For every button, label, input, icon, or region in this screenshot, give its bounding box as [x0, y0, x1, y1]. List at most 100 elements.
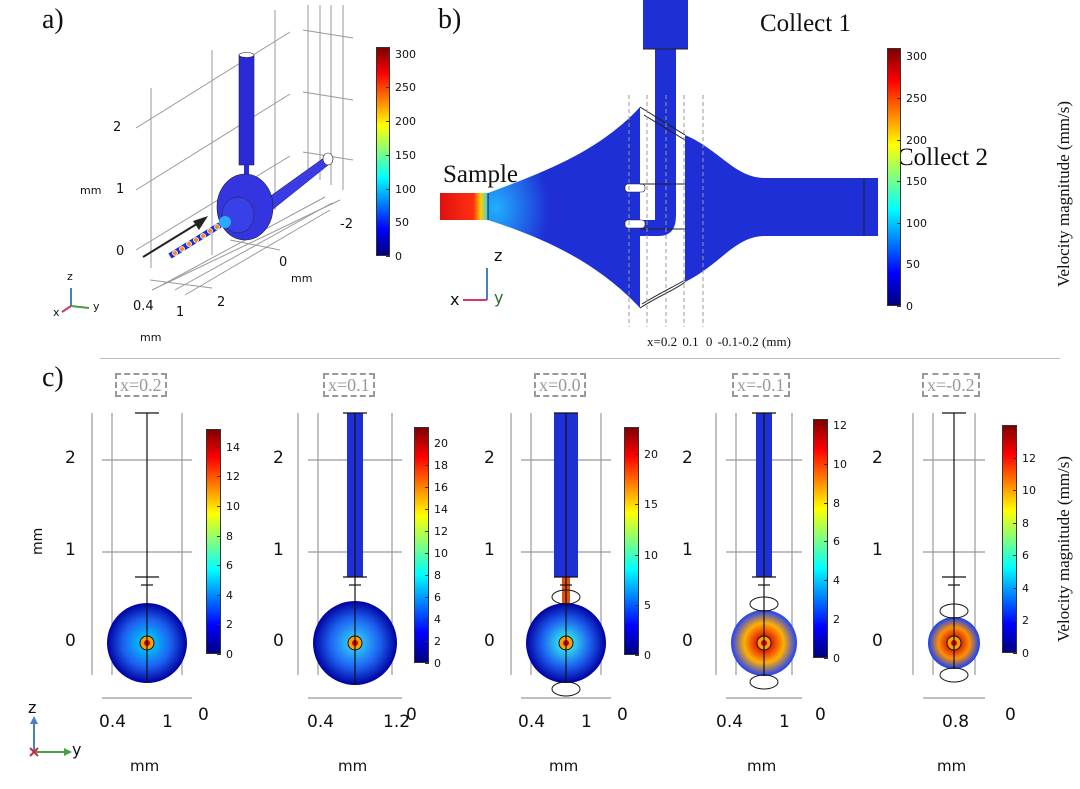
- colorbar-tick-mark: [897, 264, 901, 266]
- colorbar-tick-label: 18: [434, 459, 448, 473]
- colorbar-c-title: Velocity magnitude (mm/s): [1054, 455, 1073, 642]
- section-caption: x=0.2 0.1 0 -0.1-0.2 (mm): [647, 334, 791, 350]
- section-value: -0.2: [738, 334, 759, 349]
- colorbar-tick-label: 5: [644, 598, 651, 612]
- colorbar-tick-label: 12: [1022, 451, 1036, 465]
- section-plot: [297, 412, 402, 699]
- section-plot: [715, 412, 802, 699]
- y-tick: 1: [581, 712, 592, 732]
- colorbar-tick-label: 0: [833, 652, 840, 665]
- z-tick: 0: [872, 631, 883, 651]
- colorbar-tick-label: 12: [833, 418, 847, 432]
- triad-z-label: z: [28, 698, 37, 717]
- colorbar-tick-mark: [824, 424, 828, 426]
- colorbar-tick-label: 8: [1022, 516, 1029, 530]
- flow-arrow: [142, 221, 201, 258]
- axis-triad-a: [61, 288, 90, 313]
- colorbar-tick-label: 10: [1022, 484, 1036, 498]
- z-tick: 0: [65, 631, 76, 651]
- triad-z-label: z: [494, 246, 503, 265]
- colorbar-tick-label: 50: [906, 258, 920, 272]
- colorbar-tick-mark: [386, 154, 390, 156]
- colorbar-tick-mark: [824, 502, 828, 504]
- colorbar-tick-mark: [425, 531, 429, 533]
- y-tick: 0.4: [716, 712, 744, 732]
- colorbar-tick-label: 15: [644, 498, 658, 512]
- colorbar-tick-label: 0: [226, 648, 233, 661]
- colorbar-tick-mark: [425, 597, 429, 599]
- section-title: x=0.1: [323, 373, 375, 397]
- x-tick: 0.4: [133, 299, 154, 314]
- colorbar-tick-mark: [1013, 457, 1017, 459]
- colorbar-c1: [206, 429, 221, 654]
- colorbar-tick-label: 6: [226, 559, 233, 573]
- colorbar-tick-mark: [635, 504, 639, 506]
- y-tick: 1.2: [383, 712, 411, 732]
- z-tick: 2: [273, 448, 284, 468]
- x-tick: 0: [815, 705, 826, 725]
- y-unit: mm: [747, 757, 777, 775]
- colorbar-tick-mark: [425, 553, 429, 555]
- triad-y-label: y: [72, 740, 82, 759]
- colorbar-tick-mark: [386, 53, 390, 55]
- y-tick: 0.4: [307, 712, 335, 732]
- x-tick: 0: [617, 705, 628, 725]
- colorbar-tick-mark: [1013, 653, 1017, 654]
- colorbar-tick-label: 150: [906, 175, 927, 189]
- colorbar-tick-label: 16: [434, 481, 448, 495]
- z-tick: 1: [116, 182, 125, 197]
- colorbar-tick-mark: [425, 487, 429, 489]
- panel-c-label: c): [42, 362, 64, 393]
- colorbar-tick-label: 0: [395, 250, 402, 263]
- y-tick: 0.4: [518, 712, 546, 732]
- colorbar-tick-mark: [1013, 522, 1017, 524]
- colorbar-tick-label: 250: [395, 81, 416, 95]
- triad-x-label: x: [450, 290, 460, 309]
- section-unit: (mm): [762, 334, 791, 349]
- colorbar-tick-label: 300: [906, 50, 927, 64]
- y-tick: -2: [340, 217, 353, 232]
- section-plot: [912, 412, 985, 699]
- colorbar-tick-mark: [897, 139, 901, 141]
- z-tick: 0: [682, 631, 693, 651]
- colorbar-tick-label: 10: [226, 499, 240, 513]
- colorbar-c3: [624, 427, 639, 655]
- colorbar-tick-label: 20: [434, 437, 448, 451]
- x-tick: 0: [1005, 705, 1016, 725]
- colorbar-tick-label: 0: [644, 649, 651, 662]
- colorbar-tick-mark: [635, 454, 639, 456]
- z-tick: 2: [113, 120, 122, 135]
- y-tick: 0: [279, 255, 288, 270]
- section-value: 0.2: [660, 334, 678, 349]
- colorbar-tick-label: 4: [434, 613, 441, 627]
- colorbar-tick-mark: [217, 505, 221, 507]
- axis-triad-c: [29, 716, 72, 757]
- sample-label: Sample: [443, 161, 518, 188]
- colorbar-tick-mark: [217, 446, 221, 448]
- colorbar-tick-mark: [897, 97, 901, 99]
- colorbar-tick-mark: [897, 181, 901, 183]
- colorbar-tick-mark: [824, 580, 828, 582]
- colorbar-a: [376, 47, 390, 256]
- colorbar-tick-label: 6: [833, 535, 840, 549]
- z-tick: 2: [872, 448, 883, 468]
- colorbar-tick-mark: [425, 465, 429, 467]
- colorbar-tick-label: 4: [226, 588, 233, 602]
- colorbar-tick-mark: [425, 575, 429, 577]
- colorbar-tick-mark: [1013, 555, 1017, 557]
- section-prefix: x=: [647, 334, 661, 349]
- section-title: x=0.0: [534, 373, 586, 397]
- x-tick: 2: [217, 295, 226, 310]
- colorbar-tick-label: 12: [226, 470, 240, 484]
- colorbar-tick-label: 10: [644, 548, 658, 562]
- x-tick: 0: [406, 705, 417, 725]
- colorbar-tick-label: 100: [395, 182, 416, 196]
- colorbar-tick-label: 4: [1022, 581, 1029, 595]
- triad-y-label: y: [494, 288, 504, 307]
- section-plot: [91, 412, 192, 699]
- colorbar-tick-label: 14: [434, 503, 448, 517]
- colorbar-tick-mark: [425, 619, 429, 621]
- y-tick: 1: [779, 712, 790, 732]
- axis-triad-b: [463, 268, 488, 301]
